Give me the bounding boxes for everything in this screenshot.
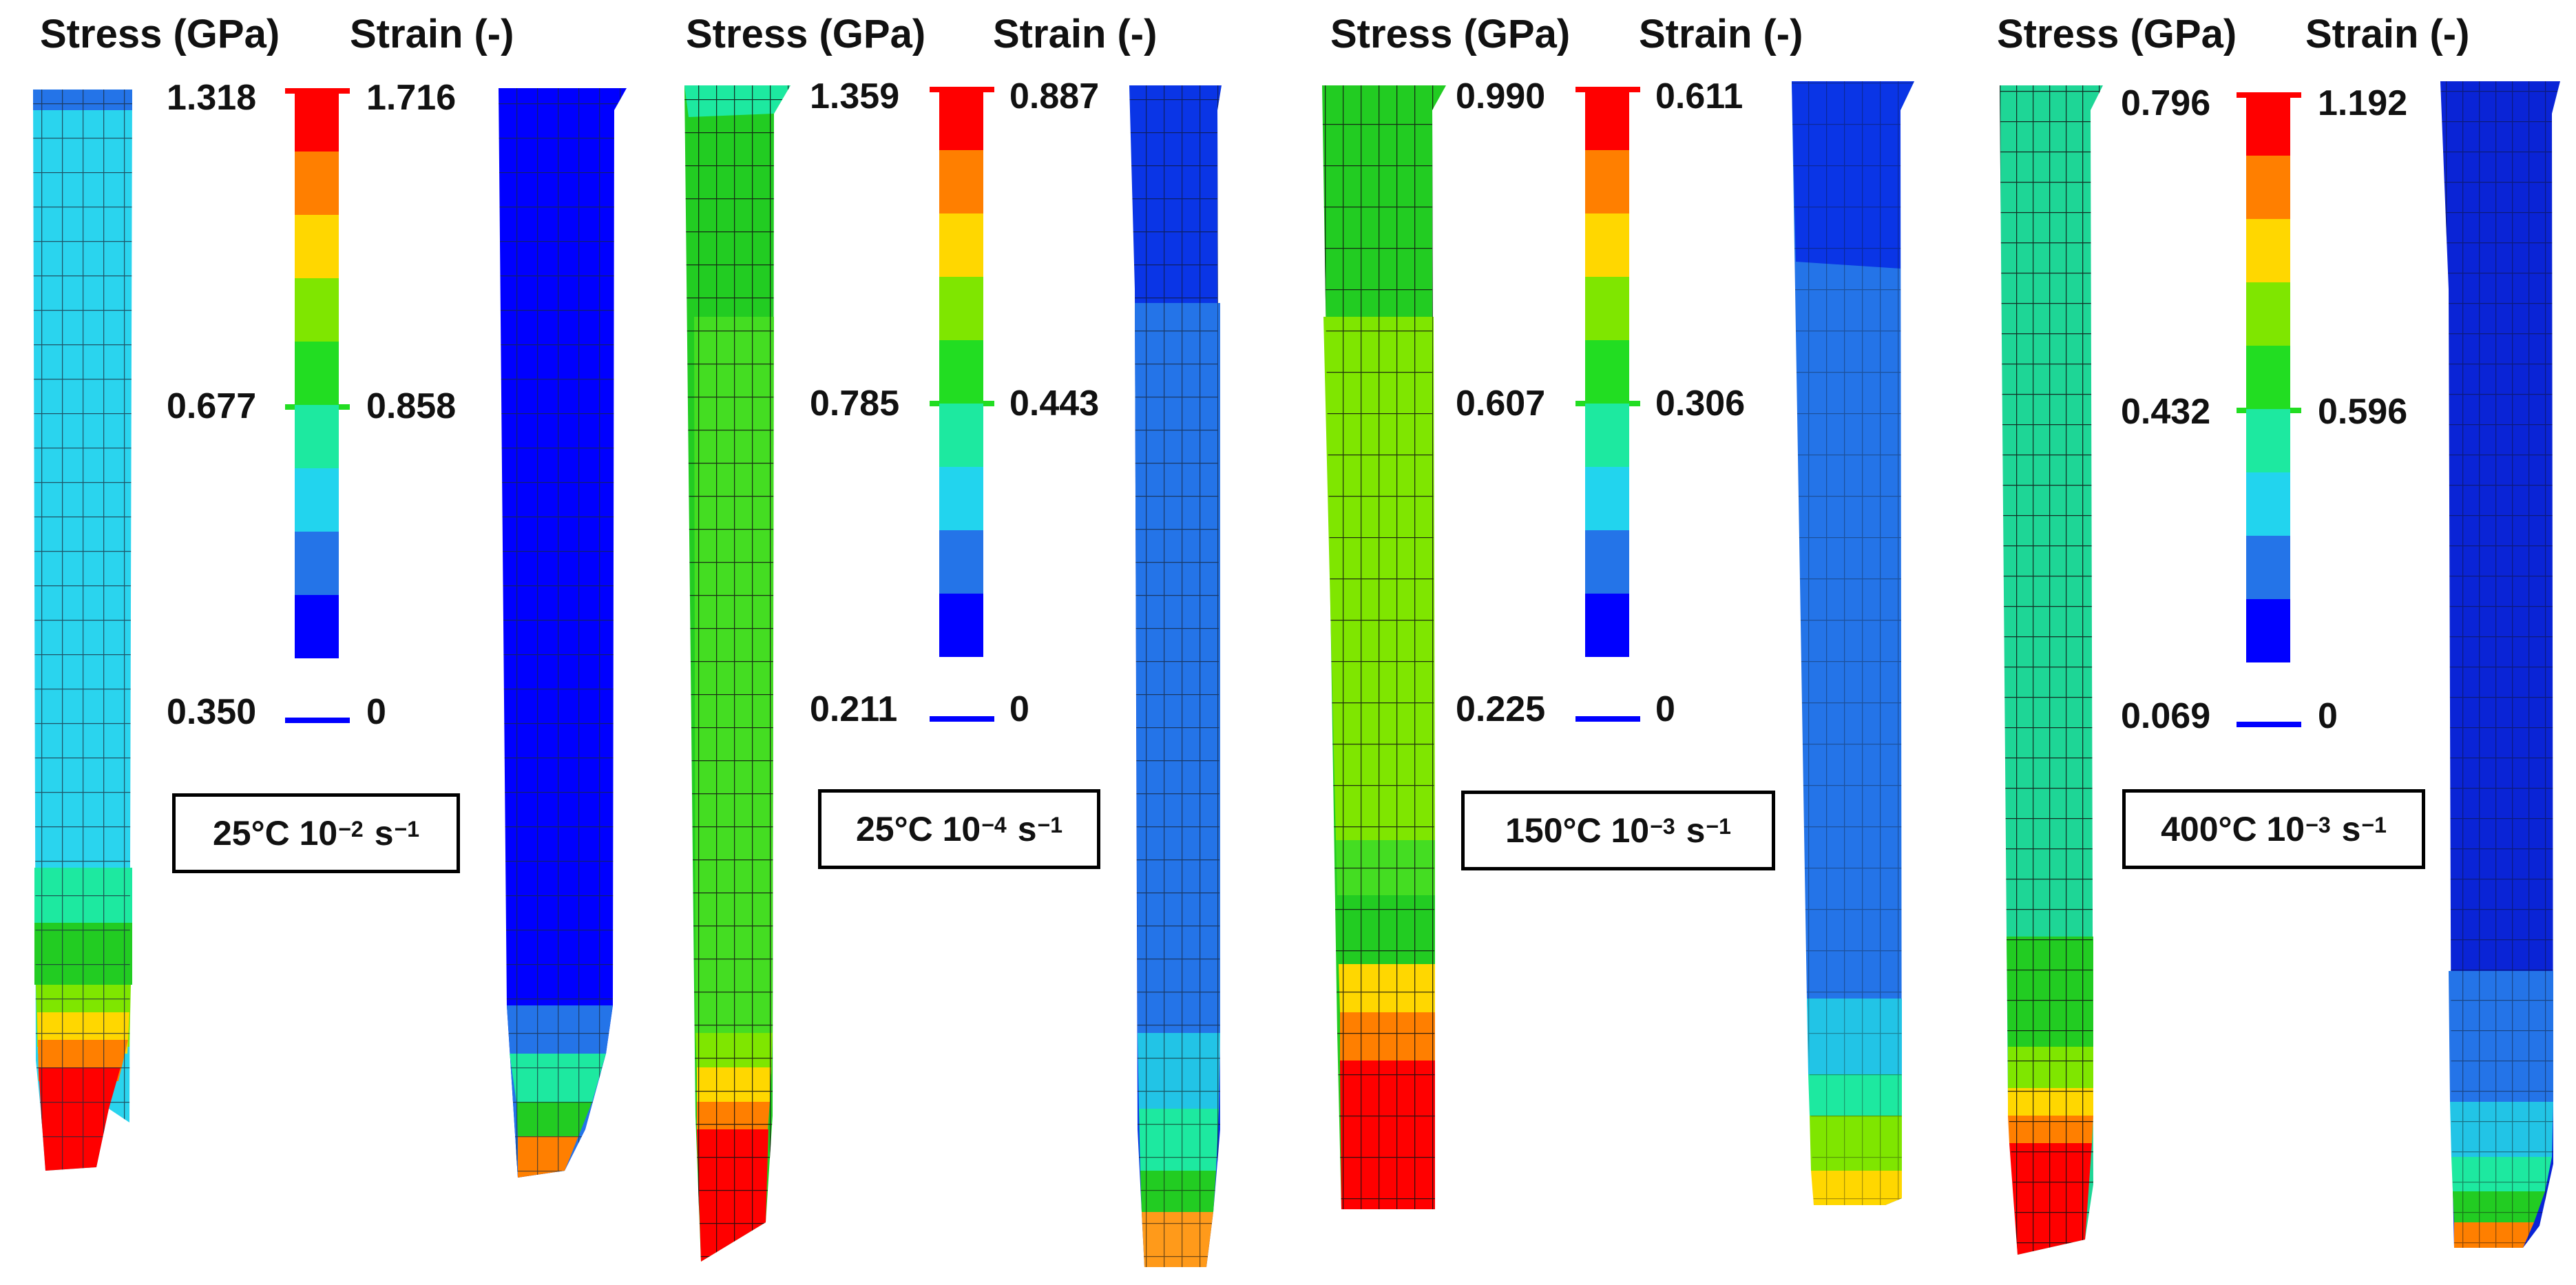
strain-specimen-3 [1792, 81, 1914, 1205]
strain-header: Strain (-) [2305, 12, 2470, 56]
strain-mid-value: 0.443 [1009, 384, 1100, 424]
stress-mid-value: 0.432 [2121, 392, 2211, 432]
stress-mid-value: 0.607 [1456, 384, 1546, 424]
strain-min-value: 0 [2318, 696, 2338, 736]
strain-header: Strain (-) [993, 12, 1158, 56]
stress-header: Stress (GPa) [40, 12, 280, 56]
stress-max-value: 0.796 [2121, 83, 2211, 123]
strain-min-value: 0 [1655, 689, 1675, 729]
strain-max-value: 1.716 [366, 78, 457, 118]
stress-mid-value: 0.677 [167, 386, 257, 426]
colorbar-4 [2237, 92, 2301, 727]
stress-header: Stress (GPa) [686, 12, 926, 56]
strain-specimen-1 [499, 88, 627, 1178]
stress-header: Stress (GPa) [1330, 12, 1571, 56]
condition-label: 400°C 10 −3 s −1 [2122, 789, 2425, 869]
strain-max-value: 0.887 [1009, 76, 1100, 116]
stress-max-value: 1.359 [810, 76, 900, 116]
colorbar-3 [1575, 87, 1640, 722]
strain-min-value: 0 [1009, 689, 1029, 729]
stress-specimen-4 [2000, 85, 2103, 1255]
stress-max-value: 1.318 [167, 78, 257, 118]
condition-label: 25°C 10 −4 s −1 [818, 789, 1100, 869]
condition-label: 25°C 10 −2 s −1 [172, 793, 460, 873]
stress-min-value: 0.069 [2121, 696, 2211, 736]
condition-label: 150°C 10 −3 s −1 [1461, 791, 1775, 870]
stress-header: Stress (GPa) [1997, 12, 2237, 56]
strain-specimen-2 [1129, 85, 1222, 1267]
strain-header: Strain (-) [1639, 12, 1803, 56]
strain-max-value: 1.192 [2318, 83, 2408, 123]
stress-specimen-1 [33, 90, 132, 1171]
stress-mid-value: 0.785 [810, 384, 900, 424]
stress-specimen-3 [1322, 85, 1446, 1209]
stress-min-value: 0.350 [167, 692, 257, 732]
strain-header: Strain (-) [350, 12, 514, 56]
stress-min-value: 0.211 [810, 689, 898, 729]
strain-min-value: 0 [366, 692, 386, 732]
strain-specimen-4 [2440, 81, 2560, 1248]
strain-max-value: 0.611 [1655, 76, 1743, 116]
stress-max-value: 0.990 [1456, 76, 1546, 116]
colorbar-2 [930, 87, 994, 722]
strain-mid-value: 0.306 [1655, 384, 1746, 424]
strain-mid-value: 0.596 [2318, 392, 2408, 432]
strain-mid-value: 0.858 [366, 386, 457, 426]
stress-specimen-2 [684, 85, 790, 1262]
stress-min-value: 0.225 [1456, 689, 1546, 729]
colorbar-1 [285, 88, 350, 723]
